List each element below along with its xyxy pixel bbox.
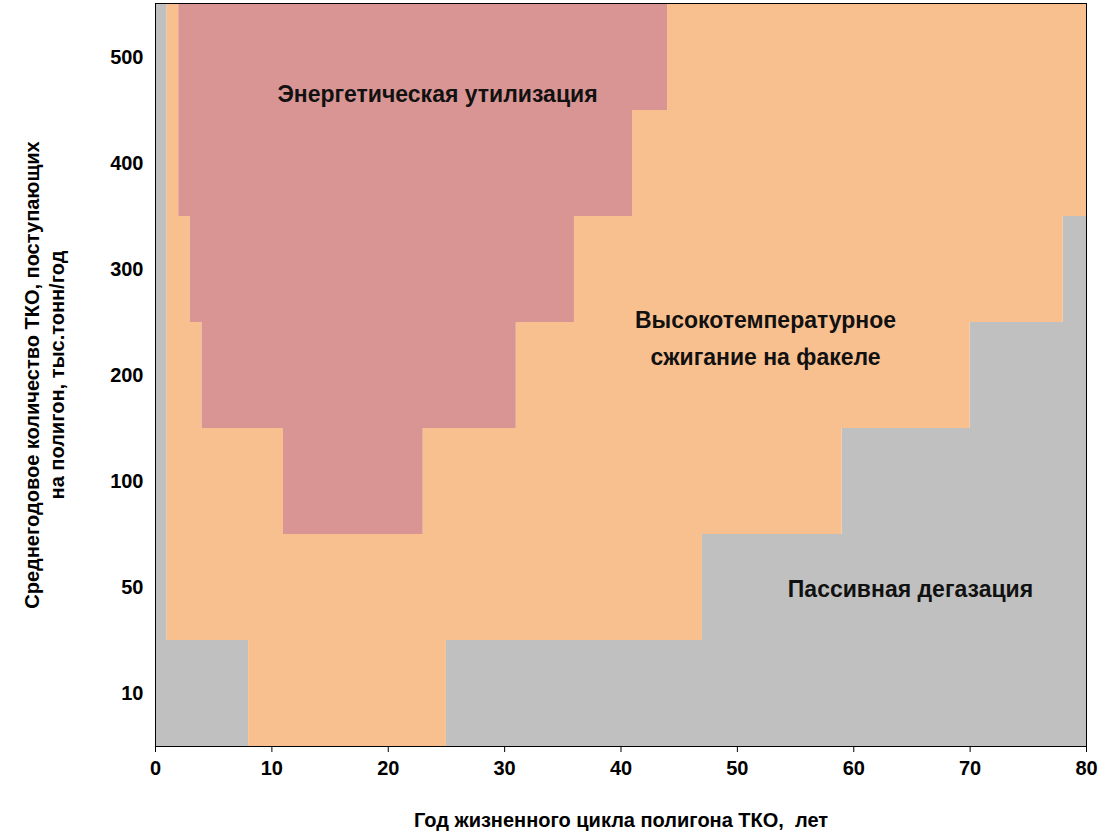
svg-text:40: 40 [610,757,632,779]
svg-text:400: 400 [110,152,143,174]
svg-text:Год жизненного цикла полигона: Год жизненного цикла полигона ТКО, лет [414,809,828,831]
svg-text:Высокотемпературноесжигание на: Высокотемпературноесжигание на факеле [635,307,896,370]
svg-text:80: 80 [1075,757,1097,779]
svg-text:50: 50 [726,757,748,779]
svg-text:Пассивная дегазация: Пассивная дегазация [788,576,1033,602]
svg-text:300: 300 [110,258,143,280]
svg-text:200: 200 [110,364,143,386]
svg-text:500: 500 [110,46,143,68]
svg-text:30: 30 [494,757,516,779]
svg-text:10: 10 [121,682,143,704]
svg-text:Энергетическая утилизация: Энергетическая утилизация [277,81,597,107]
svg-text:50: 50 [121,576,143,598]
svg-text:60: 60 [843,757,865,779]
svg-text:0: 0 [150,757,161,779]
svg-text:100: 100 [110,470,143,492]
svg-text:Среднегодовое количество ТКО,: Среднегодовое количество ТКО, поступающи… [21,141,68,608]
svg-text:10: 10 [261,757,283,779]
svg-text:70: 70 [959,757,981,779]
svg-text:20: 20 [377,757,399,779]
